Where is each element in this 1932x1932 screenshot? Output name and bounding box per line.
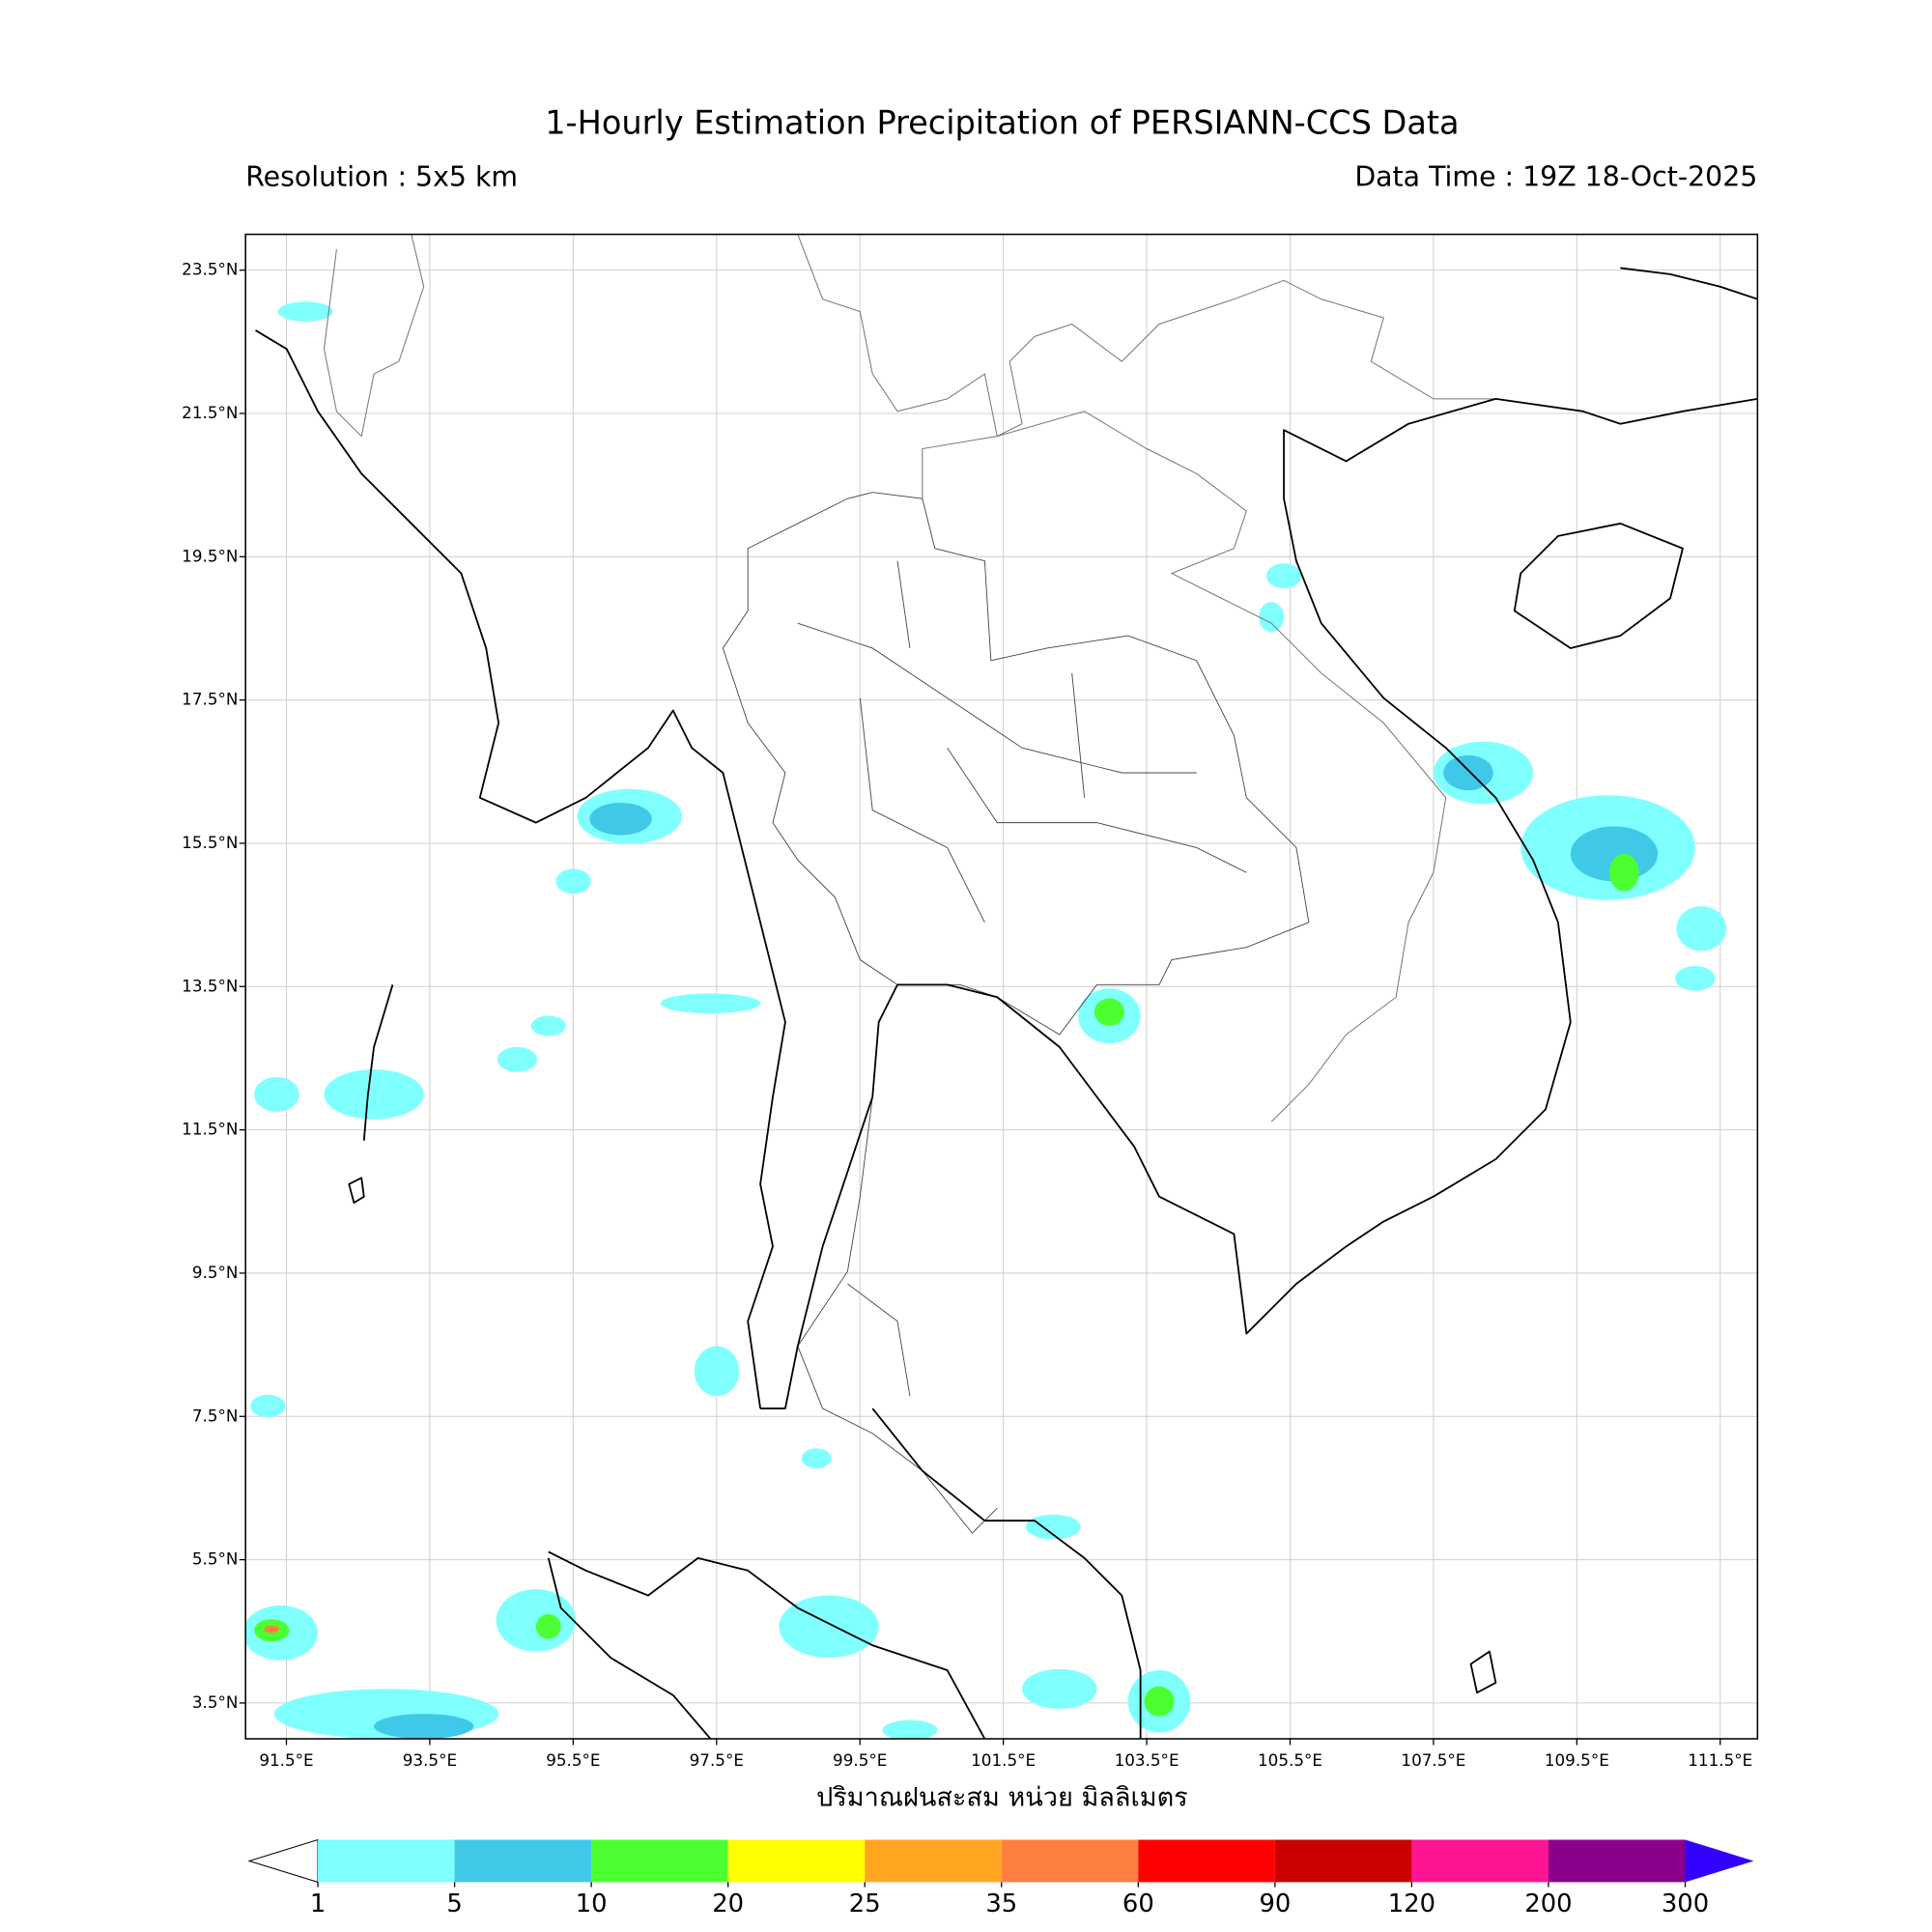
rain-cell [1443,754,1493,791]
y-tick-label: 19.5°N [182,546,238,565]
x-axis-label: ปริมาณฝนสะสม หน่วย มิลลิเมตร [816,1782,1188,1812]
colorbar-label: 300 [1662,1889,1709,1918]
colorbar-segment [865,1839,1002,1883]
colorbar-segment [727,1839,866,1883]
colorbar-label: 120 [1388,1889,1435,1918]
colorbar-label: 35 [985,1889,1017,1918]
y-tick-label: 7.5°N [192,1406,239,1425]
colorbar-label: 200 [1524,1889,1572,1918]
x-tick-label: 111.5°E [1688,1750,1752,1770]
rain-cell [496,1589,577,1652]
colorbar: 1 5 10 20 25 35 60 90 120 200 300 [247,1838,1754,1918]
x-tick-label: 105.5°E [1258,1750,1322,1770]
x-tick-label: 99.5°E [833,1750,887,1770]
y-tick-label: 13.5°N [182,976,238,995]
colorbar-over [1685,1839,1754,1883]
y-tick-label: 15.5°N [182,833,238,852]
x-tick-label: 107.5°E [1401,1750,1465,1770]
rain-cell [374,1714,474,1739]
colorbar-label: 60 [1122,1889,1154,1918]
rain-cell [1094,998,1124,1026]
x-tick-label: 95.5°E [546,1750,600,1770]
x-tick-label: 103.5°E [1115,1750,1179,1770]
rain-cell [694,1346,740,1397]
rain-cell [535,1613,561,1639]
rain-cell [264,1625,280,1634]
colorbar-segment [454,1839,592,1883]
rain-cell [1608,853,1639,892]
x-tick-label: 93.5°E [403,1750,457,1770]
colorbar-label: 25 [849,1889,881,1918]
y-tick-label: 23.5°N [182,260,238,279]
x-tick-label: 91.5°E [259,1750,313,1770]
colorbar-segment [1001,1839,1139,1883]
colorbar-segment [1138,1839,1275,1883]
rain-cell [254,1076,299,1112]
rain-cell [801,1448,832,1468]
rain-cell [1259,602,1285,633]
rain-cell [1675,966,1716,991]
y-tick-label: 5.5°N [192,1549,239,1569]
colorbar-label: 10 [576,1889,608,1918]
grid [245,234,1758,1739]
y-tick-label: 9.5°N [192,1263,239,1282]
coastlines [255,267,1758,1739]
colorbar-segment [318,1839,455,1883]
rain-cell [324,1069,424,1120]
colorbar-segment [1274,1839,1412,1883]
rain-cell [1022,1668,1097,1710]
rain-cell [589,802,652,836]
colorbar-label: 90 [1259,1889,1291,1918]
rain-cell [660,993,761,1014]
colorbar-segment [591,1839,728,1883]
data-time: Data Time : 19Z 18-Oct-2025 [1354,161,1757,193]
rain-cell [1265,563,1302,589]
y-tick-label: 17.5°N [182,690,238,709]
rain-cell [250,1394,286,1418]
colorbar-label: 1 [310,1889,326,1918]
rain-cells [245,301,1727,1739]
x-tick-label: 101.5°E [971,1750,1036,1770]
title: 1-Hourly Estimation Precipitation of PER… [545,104,1459,142]
x-tick-label: 97.5°E [690,1750,744,1770]
colorbar-segment [1411,1839,1548,1883]
colorbar-label: 5 [446,1889,462,1918]
rain-cell [882,1719,938,1739]
colorbar-under [247,1838,319,1884]
y-tick-label: 21.5°N [182,403,238,422]
rain-cell [1025,1514,1081,1540]
colorbar-label: 20 [712,1889,744,1918]
rain-cell [1144,1686,1175,1717]
rain-cell [277,301,333,322]
x-tick-label: 109.5°E [1545,1750,1609,1770]
rain-cell [1676,906,1727,952]
y-tick-label: 3.5°N [192,1692,239,1712]
y-tick-label: 11.5°N [182,1120,238,1139]
rain-cell [497,1046,538,1072]
borders [323,234,1496,1122]
thailand-provinces [722,492,1310,1534]
rain-cell [555,868,591,895]
map-content [245,234,1758,1739]
resolution: Resolution : 5x5 km [245,161,518,193]
colorbar-segment [1548,1839,1686,1883]
rain-cell [530,1015,566,1037]
